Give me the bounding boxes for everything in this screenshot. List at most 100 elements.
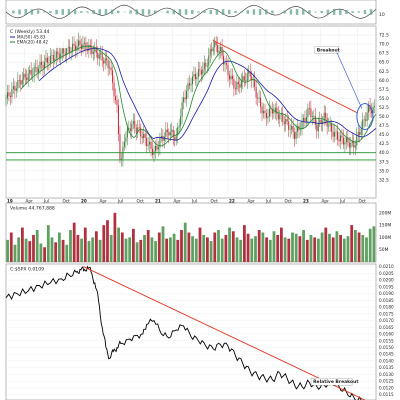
price-candle bbox=[302, 117, 304, 121]
indicator-bar bbox=[271, 10, 274, 14]
x-tick-label: Oct bbox=[63, 199, 71, 204]
volume-bar bbox=[161, 226, 165, 262]
volume-bar bbox=[265, 237, 268, 262]
x-tick-label: 23 bbox=[303, 199, 309, 204]
price-candle bbox=[132, 120, 134, 124]
indicator-bar bbox=[98, 9, 101, 15]
ema20-line bbox=[20, 45, 377, 147]
volume-bar bbox=[213, 232, 217, 262]
price-candle bbox=[339, 135, 341, 142]
volume-bar bbox=[331, 237, 335, 262]
indicator-bar bbox=[30, 9, 34, 15]
indicator-bar bbox=[166, 10, 169, 14]
x-tick-label: Oct bbox=[359, 199, 367, 204]
price-candle bbox=[234, 88, 236, 90]
volume-bar bbox=[24, 238, 28, 262]
volume-bar bbox=[368, 228, 372, 262]
price-candle bbox=[325, 112, 327, 118]
price-candle bbox=[316, 125, 318, 132]
price-candle bbox=[360, 129, 362, 135]
price-candle bbox=[119, 134, 121, 160]
price-candle bbox=[9, 95, 11, 98]
price-candle bbox=[273, 111, 275, 114]
price-candle bbox=[135, 127, 137, 133]
price-candle bbox=[104, 58, 106, 64]
indicator-bar bbox=[258, 9, 262, 15]
volume-tick-label: 100M bbox=[379, 235, 391, 241]
price-candle bbox=[274, 107, 276, 112]
price-candle bbox=[248, 71, 250, 74]
price-candle bbox=[366, 112, 368, 121]
price-candle bbox=[103, 60, 105, 64]
volume-title-bg bbox=[8, 205, 60, 211]
indicator-bar bbox=[49, 10, 52, 14]
rs-tick-label: 0.0170 bbox=[379, 318, 394, 323]
price-candle bbox=[30, 69, 32, 76]
price-candle bbox=[217, 44, 219, 53]
volume-bar bbox=[187, 232, 191, 262]
rs-tick-label: 0.0180 bbox=[379, 305, 394, 310]
volume-bar bbox=[276, 234, 280, 262]
volume-bar bbox=[357, 232, 361, 262]
price-candle bbox=[72, 43, 74, 51]
price-candle bbox=[43, 61, 45, 69]
price-candle bbox=[18, 80, 20, 81]
price-candle bbox=[137, 127, 139, 133]
volume-bar bbox=[198, 227, 202, 262]
price-candle bbox=[39, 61, 41, 69]
price-candle bbox=[184, 97, 186, 100]
volume-tick-label: 150M bbox=[379, 223, 391, 229]
price-candle bbox=[97, 52, 99, 59]
price-candle bbox=[199, 69, 201, 71]
rs-title: C:$SPX 0.0109 bbox=[10, 267, 44, 273]
x-tick-label: 21 bbox=[155, 199, 161, 204]
price-candle bbox=[254, 79, 256, 88]
indicator-bar bbox=[228, 9, 231, 15]
price-candle bbox=[152, 148, 154, 155]
price-candle bbox=[294, 132, 296, 139]
indicator-bar bbox=[86, 11, 89, 13]
price-candle bbox=[125, 137, 127, 142]
volume-bar bbox=[154, 241, 157, 262]
volume-bar bbox=[350, 225, 354, 262]
volume-bar bbox=[69, 230, 72, 262]
price-candle bbox=[230, 75, 232, 80]
price-candle bbox=[150, 141, 152, 149]
price-candle bbox=[255, 87, 257, 98]
x-tick-label: Apr bbox=[100, 199, 108, 204]
price-candle bbox=[168, 132, 170, 136]
indicator-bar bbox=[141, 9, 145, 15]
price-candle bbox=[63, 48, 65, 54]
price-legend-bg bbox=[8, 28, 68, 48]
price-candle bbox=[186, 90, 188, 100]
price-candle bbox=[29, 69, 31, 74]
price-candle bbox=[166, 129, 168, 133]
rs-tick-label: 0.0175 bbox=[379, 311, 394, 316]
volume-bar bbox=[206, 237, 209, 262]
price-tick-label: 67.5 bbox=[379, 51, 389, 57]
price-tick-label: 47.5 bbox=[379, 123, 389, 129]
volume-bar bbox=[91, 237, 95, 262]
price-candle bbox=[193, 74, 195, 77]
price-candle bbox=[46, 57, 48, 63]
rs-tick-label: 0.0190 bbox=[379, 291, 394, 296]
indicator-bar bbox=[55, 9, 58, 15]
volume-bar bbox=[191, 236, 194, 262]
volume-bar bbox=[17, 237, 21, 262]
price-candle bbox=[61, 48, 63, 54]
volume-bar bbox=[180, 230, 183, 262]
indicator-bar bbox=[234, 10, 237, 14]
price-candle bbox=[189, 83, 191, 86]
price-candle bbox=[88, 44, 90, 51]
volume-bar bbox=[109, 234, 113, 262]
price-candle bbox=[106, 58, 108, 61]
price-candle bbox=[317, 122, 319, 132]
price-candle bbox=[307, 108, 309, 118]
price-candle bbox=[265, 112, 267, 119]
price-candle bbox=[190, 84, 192, 86]
breakout-circle bbox=[356, 103, 374, 130]
price-candle bbox=[146, 137, 148, 147]
volume-bar bbox=[335, 231, 339, 262]
